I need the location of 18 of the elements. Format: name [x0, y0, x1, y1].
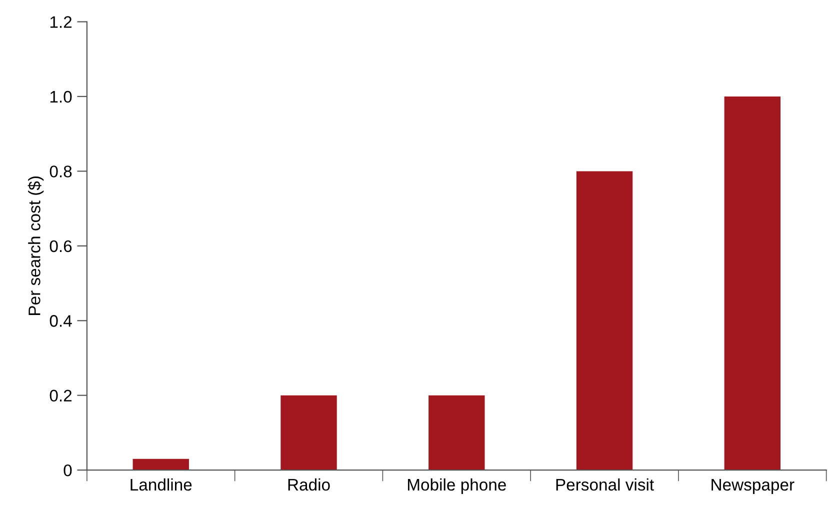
- y-tick-label: 0.2: [50, 390, 72, 402]
- y-tick-label: 0.6: [50, 240, 72, 252]
- y-tick-label: 0: [64, 464, 72, 476]
- bar: [576, 171, 633, 470]
- x-tick-label: Personal visit: [556, 478, 654, 491]
- y-tick-label: 1.0: [50, 90, 72, 103]
- x-tick-label: Mobile phone: [408, 478, 506, 494]
- x-tick-label: Newspaper: [712, 479, 794, 494]
- bar: [280, 395, 337, 470]
- y-tick-label: 1.2: [50, 16, 72, 28]
- x-tick-label: Landline: [130, 478, 192, 491]
- x-tick-label: Radio: [288, 478, 330, 491]
- bar: [428, 395, 485, 470]
- y-tick-label: 0.4: [50, 315, 72, 327]
- y-axis-title: Per search cost ($): [28, 176, 44, 315]
- bar: [724, 96, 780, 470]
- y-tick-label: 0.8: [50, 166, 72, 178]
- bar: [132, 458, 189, 470]
